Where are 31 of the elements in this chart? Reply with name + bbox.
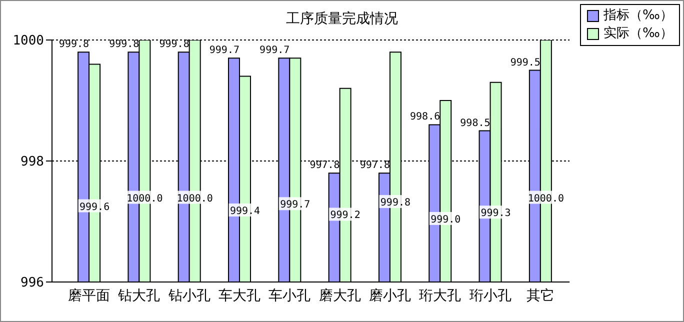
- y-tick-label: 996: [20, 276, 44, 291]
- data-label: 999.2: [330, 210, 360, 222]
- data-label: 998.5: [460, 118, 490, 129]
- data-label: 1000.0: [528, 193, 564, 204]
- y-tick-label: 998: [20, 154, 44, 170]
- x-tick-label: 其它: [526, 288, 554, 304]
- x-tick-label: 磨平面: [68, 288, 110, 304]
- x-tick-label: 磨小孔: [369, 288, 412, 304]
- data-label: 999.6: [79, 202, 110, 213]
- data-label: 999.8: [380, 198, 411, 209]
- data-label: 999.7: [209, 45, 240, 56]
- x-tick-label: 钻大孔: [117, 288, 160, 304]
- data-label: 998.6: [410, 112, 440, 123]
- x-tick-label: 钻小孔: [167, 288, 210, 304]
- data-label: 999.7: [280, 200, 310, 211]
- x-tick-label: 车大孔: [218, 288, 261, 304]
- data-label: 999.5: [510, 57, 540, 68]
- x-tick-label: 珩小孔: [469, 288, 512, 304]
- data-label: 999.0: [430, 214, 461, 226]
- data-label: 999.3: [480, 208, 511, 220]
- data-label: 1000.0: [126, 193, 163, 204]
- x-tick-label: 磨大孔: [318, 288, 361, 304]
- chart-title: 工序质量完成情况: [286, 11, 398, 27]
- y-tick-label: 1000: [12, 34, 44, 49]
- data-label: 999.7: [260, 45, 290, 56]
- legend-label: 指标（‰）: [604, 7, 673, 25]
- data-label: 1000.0: [176, 193, 213, 204]
- legend-label: 实际（‰）: [604, 25, 673, 43]
- x-tick-label: 车小孔: [268, 288, 311, 304]
- data-label: 999.4: [230, 206, 260, 218]
- x-tick-label: 珩大孔: [419, 288, 462, 304]
